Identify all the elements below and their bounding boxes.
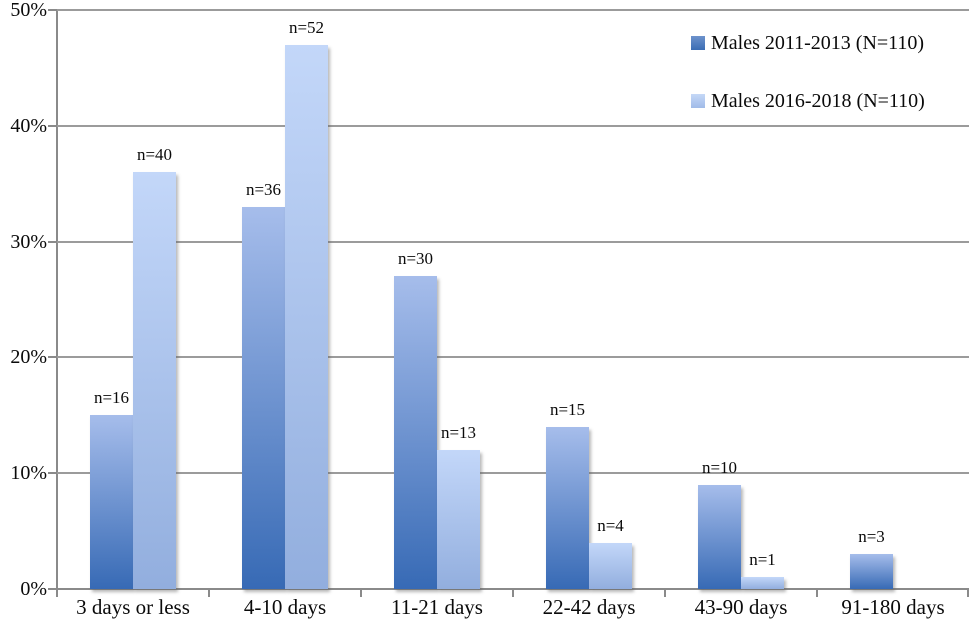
x-axis-tick bbox=[360, 590, 362, 597]
y-axis-label: 50% bbox=[10, 0, 47, 21]
bar-males-2011-2013 bbox=[394, 276, 437, 589]
bar-males-2016-2018 bbox=[133, 172, 176, 589]
bar-males-2011-2013 bbox=[242, 206, 285, 589]
gridline bbox=[57, 124, 969, 127]
bar-males-2016-2018 bbox=[741, 577, 784, 589]
gridline bbox=[57, 240, 969, 243]
bar-count-label: n=1 bbox=[749, 550, 776, 570]
x-axis-tick bbox=[816, 590, 818, 597]
x-axis-tick bbox=[512, 590, 514, 597]
bar-males-2016-2018 bbox=[589, 542, 632, 589]
x-axis-label: 4-10 days bbox=[243, 595, 327, 619]
bar-count-label: n=4 bbox=[597, 515, 624, 535]
legend-item-males-2016-2018: Males 2016-2018 (N=110) bbox=[691, 88, 925, 114]
legend-swatch-males-2016-2018-icon bbox=[691, 94, 705, 108]
x-axis-tick bbox=[664, 590, 666, 597]
bar-count-label: n=30 bbox=[397, 249, 434, 269]
x-axis-tick bbox=[208, 590, 210, 597]
y-axis-tick bbox=[48, 472, 57, 475]
legend-label-males-2011-2013: Males 2011-2013 (N=110) bbox=[711, 31, 925, 54]
y-axis-label: 40% bbox=[10, 114, 47, 137]
gridline bbox=[57, 9, 969, 11]
plot-area: n=16 n=40 n=36 n=52 n=30 n=13 n=15 n=4 n=10 n=1 n=… bbox=[48, 9, 969, 597]
y-axis-tick bbox=[48, 124, 57, 127]
y-axis-label: 10% bbox=[10, 462, 47, 485]
bar-males-2016-2018 bbox=[437, 450, 480, 589]
legend: Males 2011-2013 (N=110) Males 2016-2018 … bbox=[691, 30, 925, 146]
bar-males-2011-2013 bbox=[90, 415, 133, 589]
x-axis-tick bbox=[56, 590, 58, 597]
bar-count-label: n=13 bbox=[440, 423, 477, 443]
bar-count-label: n=36 bbox=[245, 179, 282, 199]
legend-label-males-2016-2018: Males 2016-2018 (N=110) bbox=[711, 89, 925, 112]
x-axis-label: 43-90 days bbox=[694, 595, 788, 619]
y-axis-tick bbox=[48, 356, 57, 359]
y-axis-tick bbox=[48, 240, 57, 243]
legend-item-males-2011-2013: Males 2011-2013 (N=110) bbox=[691, 30, 925, 56]
gridline bbox=[57, 472, 969, 475]
bar-males-2011-2013 bbox=[850, 554, 893, 589]
bar-males-2011-2013 bbox=[698, 484, 741, 589]
bar-count-label: n=16 bbox=[93, 388, 130, 408]
gridline bbox=[57, 356, 969, 359]
legend-swatch-males-2011-2013-icon bbox=[691, 36, 705, 50]
bar-males-2016-2018 bbox=[285, 44, 328, 589]
x-axis-line bbox=[57, 588, 969, 590]
x-axis-label: 3 days or less bbox=[76, 595, 190, 619]
bar-count-label: n=15 bbox=[549, 399, 586, 419]
bar-males-2011-2013 bbox=[546, 426, 589, 589]
bar-count-label: n=10 bbox=[701, 457, 738, 477]
bar-count-label: n=52 bbox=[288, 17, 325, 37]
x-axis-tick bbox=[967, 590, 969, 597]
y-axis-label: 0% bbox=[20, 578, 47, 600]
x-axis-label: 11-21 days bbox=[391, 595, 483, 619]
bar-count-label: n=40 bbox=[136, 145, 173, 165]
x-axis-label: 22-42 days bbox=[542, 595, 636, 619]
y-axis-line bbox=[56, 10, 58, 590]
y-axis-tick bbox=[48, 588, 57, 590]
y-axis-label: 20% bbox=[10, 346, 47, 369]
y-axis-label: 30% bbox=[10, 230, 47, 253]
bar-count-label: n=3 bbox=[858, 527, 885, 547]
x-axis-label: 91-180 days bbox=[841, 595, 945, 619]
y-axis-tick bbox=[48, 9, 57, 11]
